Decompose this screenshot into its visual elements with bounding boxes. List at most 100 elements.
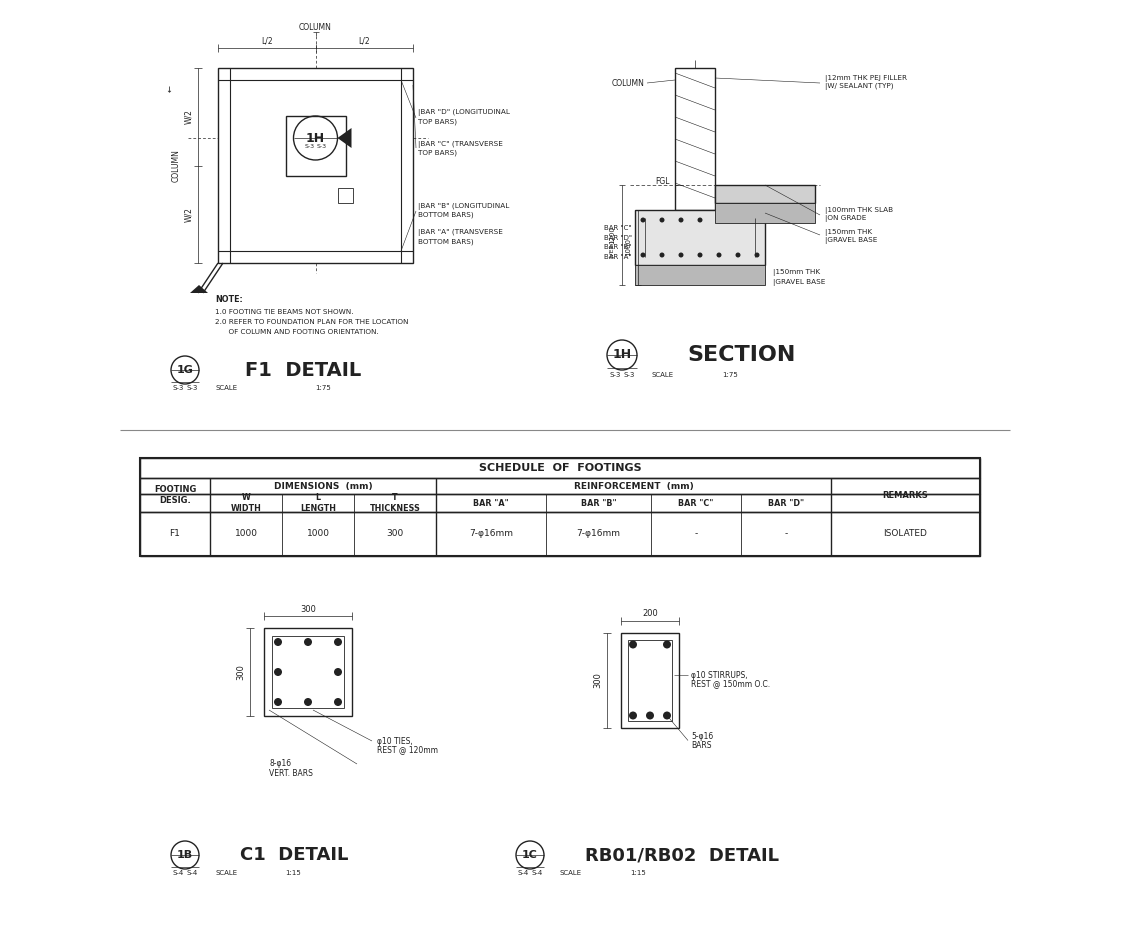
Text: S-3: S-3	[305, 144, 315, 148]
Text: 300: 300	[593, 672, 602, 688]
Circle shape	[334, 698, 342, 706]
Circle shape	[754, 253, 760, 257]
Text: COLUMN: COLUMN	[612, 79, 645, 87]
Circle shape	[659, 253, 665, 257]
Text: S-3: S-3	[623, 372, 634, 378]
Circle shape	[172, 356, 200, 384]
Text: REST @ 120mm: REST @ 120mm	[377, 745, 438, 755]
Circle shape	[640, 253, 646, 257]
Text: 1:15: 1:15	[630, 870, 646, 876]
Text: OF COLUMN AND FOOTING ORIENTATION.: OF COLUMN AND FOOTING ORIENTATION.	[215, 329, 379, 335]
Text: |BAR "C" (TRANSVERSE: |BAR "C" (TRANSVERSE	[418, 141, 503, 147]
Text: DIMENSIONS  (mm): DIMENSIONS (mm)	[274, 482, 372, 491]
Circle shape	[663, 641, 671, 648]
Text: 1H: 1H	[612, 348, 631, 361]
Bar	[628, 640, 671, 720]
Text: S-3: S-3	[316, 144, 326, 148]
Text: 1:15: 1:15	[285, 870, 300, 876]
Text: TOP BARS): TOP BARS)	[418, 150, 457, 156]
Circle shape	[274, 668, 282, 676]
Circle shape	[716, 253, 722, 257]
Text: 2.0 REFER TO FOUNDATION PLAN FOR THE LOCATION: 2.0 REFER TO FOUNDATION PLAN FOR THE LOC…	[215, 319, 408, 325]
Circle shape	[678, 218, 684, 222]
Circle shape	[697, 218, 703, 222]
Text: 300: 300	[237, 664, 245, 680]
Circle shape	[646, 711, 654, 720]
Text: |BAR "B" (LONGITUDINAL: |BAR "B" (LONGITUDINAL	[418, 203, 509, 209]
Text: |W/ SEALANT (TYP): |W/ SEALANT (TYP)	[825, 83, 893, 91]
Circle shape	[334, 638, 342, 646]
Bar	[140, 478, 980, 494]
Bar	[265, 628, 352, 716]
Circle shape	[678, 253, 684, 257]
Text: T
THICKNESS: T THICKNESS	[370, 494, 420, 513]
Text: W/2: W/2	[185, 109, 194, 124]
Text: REMARKS: REMARKS	[882, 491, 928, 499]
Text: ISOLATED: ISOLATED	[883, 530, 927, 539]
Text: BARS: BARS	[691, 741, 712, 750]
Text: W
WIDTH: W WIDTH	[231, 494, 261, 513]
Bar	[339, 188, 353, 203]
Circle shape	[274, 638, 282, 646]
Text: 1G: 1G	[177, 365, 194, 375]
Text: L/2: L/2	[261, 36, 272, 45]
Bar	[715, 203, 815, 223]
Circle shape	[697, 253, 703, 257]
Text: S-4: S-4	[173, 870, 184, 876]
Text: |150mm THK: |150mm THK	[773, 269, 821, 277]
Text: ←: ←	[166, 84, 175, 92]
Text: SECTION: SECTION	[687, 345, 796, 365]
Text: S-4: S-4	[518, 870, 529, 876]
Text: 300: 300	[387, 530, 404, 539]
Text: S-3: S-3	[173, 385, 184, 391]
Text: F1  DETAIL: F1 DETAIL	[245, 360, 361, 380]
Circle shape	[629, 711, 637, 720]
Circle shape	[334, 668, 342, 676]
Text: 1:75: 1:75	[315, 385, 331, 391]
Circle shape	[629, 641, 637, 648]
Text: L/2: L/2	[359, 36, 370, 45]
Text: NOTE:: NOTE:	[215, 295, 243, 305]
Text: C1  DETAIL: C1 DETAIL	[240, 846, 349, 864]
Text: VERT. BARS: VERT. BARS	[269, 769, 313, 778]
Bar	[715, 185, 815, 203]
Circle shape	[716, 218, 722, 222]
Circle shape	[606, 340, 637, 370]
Text: SCALE: SCALE	[215, 385, 238, 391]
Text: |12mm THK PEJ FILLER: |12mm THK PEJ FILLER	[825, 74, 907, 81]
Polygon shape	[189, 285, 209, 293]
Text: 1:75: 1:75	[722, 372, 738, 378]
Circle shape	[294, 116, 337, 160]
Circle shape	[304, 638, 312, 646]
Text: S-4: S-4	[531, 870, 543, 876]
Bar	[217, 68, 413, 263]
Text: W/2: W/2	[185, 206, 194, 221]
Text: BOTTOM BARS): BOTTOM BARS)	[418, 239, 474, 245]
Text: |ON GRADE: |ON GRADE	[825, 216, 867, 222]
Text: BAR "B": BAR "B"	[604, 244, 632, 250]
Text: S-3: S-3	[610, 372, 621, 378]
Text: FOOTING
DESIG.: FOOTING DESIG.	[154, 485, 196, 505]
Bar	[140, 458, 980, 556]
Text: -: -	[785, 530, 788, 539]
Text: TOP BARS): TOP BARS)	[418, 119, 457, 125]
Text: SCHEDULE  OF  FOOTINGS: SCHEDULE OF FOOTINGS	[479, 463, 641, 473]
Text: RB01/RB02  DETAIL: RB01/RB02 DETAIL	[585, 846, 779, 864]
Text: S-3: S-3	[186, 385, 197, 391]
Text: 1000: 1000	[306, 530, 330, 539]
Text: |GRAVEL BASE: |GRAVEL BASE	[773, 279, 825, 285]
Text: BAR "C": BAR "C"	[678, 498, 714, 507]
Text: 7-φ16mm: 7-φ16mm	[469, 530, 513, 539]
Circle shape	[735, 253, 741, 257]
Circle shape	[735, 218, 741, 222]
Text: REINFORCEMENT  (mm): REINFORCEMENT (mm)	[574, 482, 694, 491]
Bar	[286, 116, 345, 176]
Text: S-4: S-4	[186, 870, 197, 876]
Bar	[140, 512, 980, 556]
Circle shape	[754, 218, 760, 222]
Text: φ10 TIES,: φ10 TIES,	[377, 736, 413, 745]
Text: BAR "C": BAR "C"	[604, 225, 632, 231]
Text: |BAR "D" (LONGITUDINAL: |BAR "D" (LONGITUDINAL	[418, 109, 510, 117]
Text: 200: 200	[642, 609, 658, 618]
Bar	[621, 632, 679, 728]
